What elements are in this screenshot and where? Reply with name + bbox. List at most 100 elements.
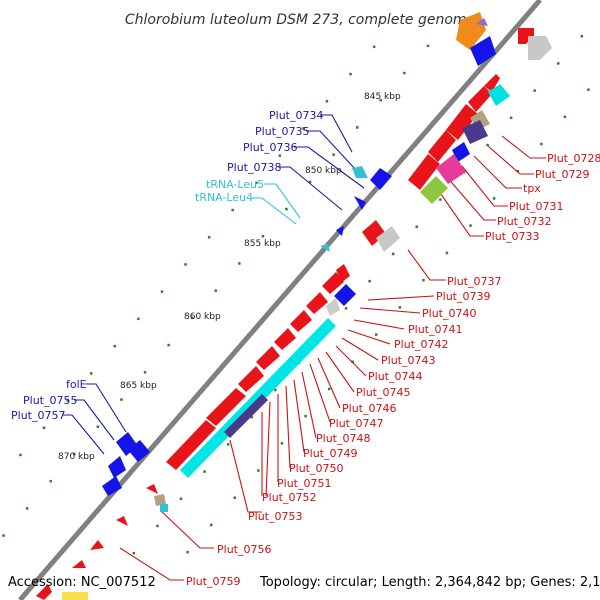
tick-dot [308,180,312,184]
kbp-label: 850 kbp [305,166,342,176]
leader-line [252,197,297,225]
gene-label[interactable]: Plut_0744 [368,370,422,383]
topology-text: Topology: circular; Length: 2,364,842 bp… [259,575,600,590]
gene-feature [116,516,128,526]
gene-feature [102,476,122,496]
tick-dot [190,316,194,320]
tick-dot [422,278,425,282]
gene-feature [128,440,150,462]
tick-dot [274,388,277,392]
gene-label[interactable]: Plut_0752 [262,491,316,504]
tick-dot [233,496,237,499]
leader-line [501,135,546,159]
gene-label[interactable]: Plut_0753 [248,510,302,523]
tick-dot [250,415,253,419]
gene-feature [354,196,366,210]
gene-label[interactable]: Plut_0728 [547,152,600,165]
gene-label[interactable]: Plut_0742 [394,338,448,351]
leader-line [229,439,262,513]
gene-label[interactable]: Plut_0759 [186,575,240,588]
tick-dot [327,387,331,391]
gene-label[interactable]: Plut_0751 [277,477,331,490]
gene-label[interactable]: Plut_0739 [436,290,490,303]
tick-dot [132,551,136,555]
tick-dot [179,497,183,500]
tick-dot [372,45,376,49]
leader-line [119,547,184,581]
gene-feature [462,120,488,144]
leader-line [294,146,365,189]
tick-dot [96,425,100,428]
gene-label[interactable]: Plut_0733 [485,230,539,243]
leader-line [347,329,391,345]
gene-label[interactable]: Plut_0750 [289,462,343,475]
gene-feature [160,504,168,512]
gene-label[interactable]: Plut_0747 [329,417,383,430]
gene-feature [166,420,216,470]
gene-label[interactable]: Plut_0741 [408,323,462,336]
gene-label[interactable]: Plut_0756 [217,543,271,556]
tick-dot [375,333,378,336]
tick-dot [344,307,348,310]
leader-line [264,183,301,219]
gene-label[interactable]: Plut_0749 [303,447,357,460]
gene-label[interactable]: folE [66,378,87,391]
tick-dot [368,279,371,283]
gene-label[interactable]: Plut_0738 [227,161,281,174]
tick-dot [469,224,472,227]
leader-line [265,401,271,497]
gene-label[interactable]: tRNA-Leu5 [206,178,264,191]
gene-label[interactable]: Plut_0731 [509,200,563,213]
gene-label[interactable]: Plut_0732 [497,215,551,228]
gene-label[interactable]: Plut_0743 [381,354,435,367]
tick-dot [398,306,402,309]
tick-dot [302,127,305,130]
gene-feature [62,592,88,600]
tick-dot [351,360,354,363]
gene-feature [90,540,104,550]
tick-dot [533,89,536,92]
leader-line [285,385,291,469]
leader-line [341,337,379,361]
gene-feature [322,272,344,294]
gene-feature [468,86,492,112]
gene-label[interactable]: Plut_0748 [316,432,370,445]
gene-feature [446,104,478,140]
tick-dot [439,198,442,201]
leader-line [433,183,484,237]
gene-feature [470,36,496,66]
gene-label[interactable]: Plut_0755 [23,394,77,407]
gene-label[interactable]: Plut_0729 [535,168,589,181]
tick-dot [186,550,189,554]
gene-label[interactable]: Plut_0757 [11,409,65,422]
tick-dot [2,534,5,537]
leader-line [320,114,353,153]
tick-dot [557,62,560,65]
gene-feature [376,226,400,252]
inner-band-features [62,12,510,600]
tick-dot [113,344,116,348]
gene-feature [336,264,350,282]
leader-line [325,351,355,393]
tick-dot [278,154,282,157]
gene-label[interactable]: tRNA-Leu4 [195,191,253,204]
gene-label[interactable]: Plut_0745 [356,386,410,399]
tick-dot [19,453,22,457]
tick-dot [207,236,211,239]
gene-feature [528,36,552,60]
kbp-label: 870 kbp [58,452,95,462]
leader-line [367,295,435,301]
gene-feature [206,388,246,426]
gene-label[interactable]: Plut_0746 [342,402,396,415]
gene-label[interactable]: Plut_0735 [255,125,309,138]
gene-label[interactable]: Plut_0734 [269,109,323,122]
gene-feature [428,130,456,162]
tick-dot [42,426,46,429]
gene-label[interactable]: Plut_0736 [243,141,297,154]
gene-feature [36,584,52,600]
tick-dot [120,398,123,401]
gene-label[interactable]: Plut_0740 [422,307,476,320]
gene-label[interactable]: tpx [523,182,541,195]
gene-feature [334,284,356,306]
gene-label[interactable]: Plut_0737 [447,275,501,288]
